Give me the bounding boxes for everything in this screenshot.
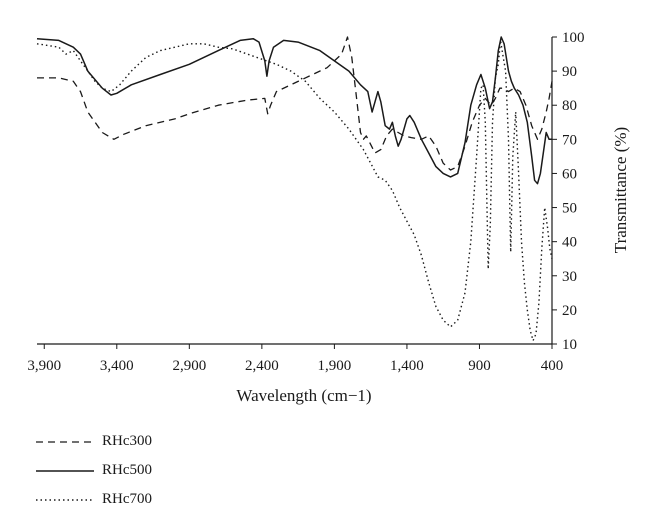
x-axis-ticks: 3,900 3,400 2,900 2,400 1,900 1,400 900 400 [27, 344, 563, 374]
x-tick-label: 2,900 [172, 358, 206, 374]
y-tick-label: 90 [562, 64, 577, 80]
legend-item: RHc500 [36, 456, 152, 485]
y-tick-label: 50 [562, 201, 577, 217]
y-tick-label: 10 [562, 337, 577, 353]
legend-item: RHc700 [36, 485, 152, 514]
y-tick-label: 40 [562, 235, 577, 251]
series-line-rhc500 [36, 36, 552, 185]
legend-label: RHc300 [102, 433, 152, 449]
legend-swatch-dashed [36, 440, 94, 443]
legend-swatch-dotted [36, 498, 94, 501]
y-axis-title: Transmittance (%) [611, 127, 630, 253]
legend: RHc300 RHc500 RHc700 [36, 427, 152, 514]
x-tick-label: 2,400 [245, 358, 279, 374]
y-tick-label: 20 [562, 303, 577, 319]
series-line-rhc300 [37, 36, 553, 171]
x-tick-label: 1,400 [390, 358, 424, 374]
legend-label: RHc700 [102, 491, 152, 507]
y-tick-label: 80 [562, 98, 577, 114]
legend-item: RHc300 [36, 427, 152, 456]
y-tick-label: 100 [562, 30, 585, 46]
x-axis-title: Wavelength (cm−1) [236, 386, 371, 405]
y-tick-label: 60 [562, 166, 577, 182]
x-tick-label: 400 [541, 358, 564, 374]
y-tick-label: 30 [562, 269, 577, 285]
x-tick-label: 900 [468, 358, 491, 374]
y-axis-ticks: 10 20 30 40 50 60 70 80 90 100 [552, 30, 585, 353]
y-tick-label: 70 [562, 132, 577, 148]
x-tick-label: 1,900 [318, 358, 352, 374]
legend-swatch-solid [36, 469, 94, 472]
x-tick-label: 3,400 [100, 358, 134, 374]
legend-label: RHc500 [102, 462, 152, 478]
series-line-rhc700 [36, 39, 553, 342]
x-tick-label: 3,900 [27, 358, 61, 374]
plot-series [36, 36, 553, 342]
